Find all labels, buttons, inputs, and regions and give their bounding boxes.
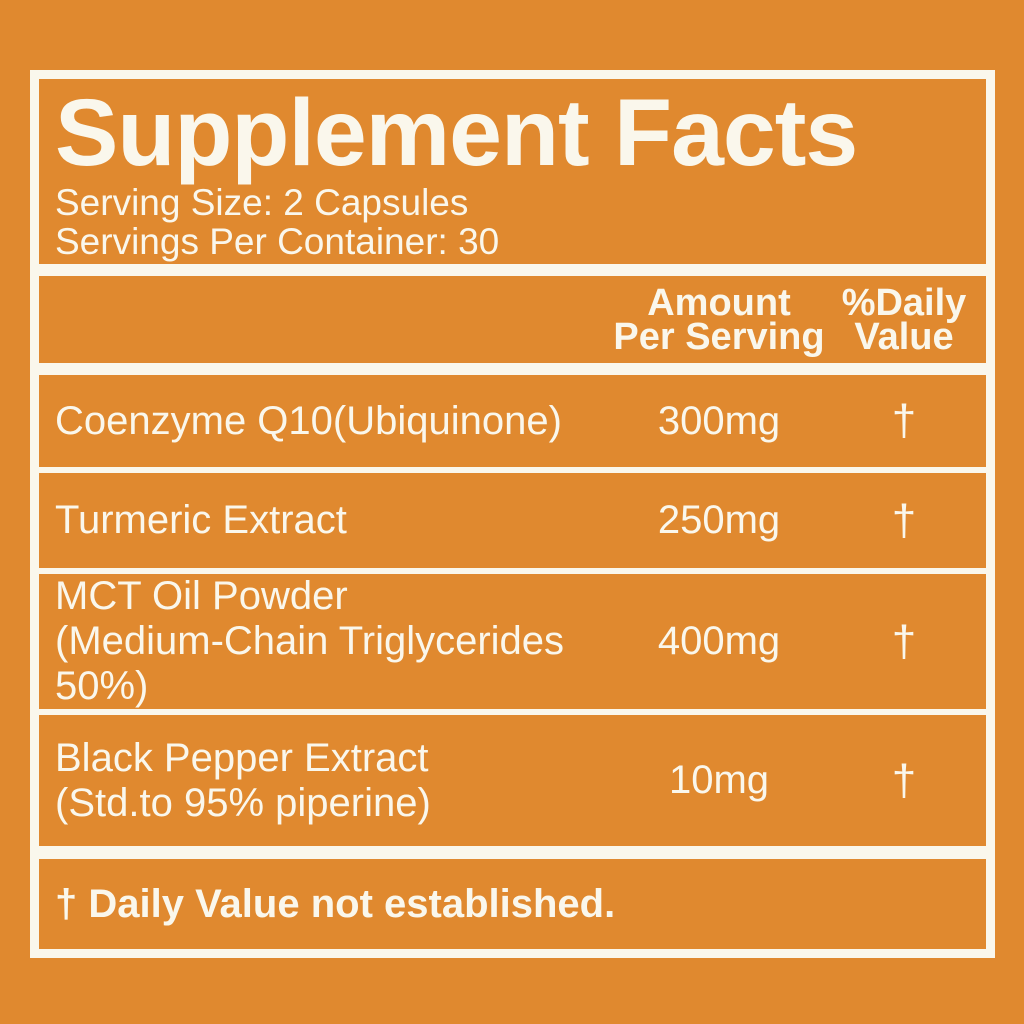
table-row: MCT Oil Powder (Medium-Chain Triglycerid… bbox=[39, 574, 986, 709]
ingredient-name-line2: (Std.to 95% piperine) bbox=[55, 780, 431, 825]
table-row: Turmeric Extract 250mg † bbox=[39, 473, 986, 568]
footnote-section: † Daily Value not established. bbox=[39, 859, 986, 949]
ingredient-daily-value: † bbox=[891, 616, 917, 666]
ingredient-name-line1: Black Pepper Extract bbox=[55, 735, 429, 780]
ingredient-name: MCT Oil Powder (Medium-Chain Triglycerid… bbox=[39, 574, 599, 709]
serving-size-text: Serving Size: 2 Capsules bbox=[55, 182, 469, 223]
ingredient-name-line1: Coenzyme Q10(Ubiquinone) bbox=[55, 398, 562, 443]
separator-row bbox=[39, 568, 986, 574]
ingredient-name-line2: (Medium-Chain Triglycerides 50%) bbox=[55, 619, 565, 708]
table-row: Coenzyme Q10(Ubiquinone) 300mg † bbox=[39, 375, 986, 467]
separator-title-header bbox=[39, 264, 986, 276]
ingredient-name-line1: MCT Oil Powder bbox=[55, 574, 348, 618]
column-header-row: Amount Per Serving %Daily Value bbox=[39, 276, 986, 363]
ingredient-name: Black Pepper Extract (Std.to 95% piperin… bbox=[39, 736, 599, 826]
title-section: Supplement Facts Serving Size: 2 Capsule… bbox=[39, 79, 986, 264]
ingredient-amount: 400mg bbox=[657, 619, 781, 663]
ingredient-daily-value: † bbox=[891, 396, 917, 445]
header-dv-line1: %Daily bbox=[841, 281, 967, 324]
supplement-facts-panel: Supplement Facts Serving Size: 2 Capsule… bbox=[30, 70, 995, 958]
separator-row bbox=[39, 709, 986, 715]
separator-header-rows bbox=[39, 363, 986, 375]
header-daily-value: %Daily Value bbox=[839, 281, 969, 358]
ingredient-amount: 10mg bbox=[668, 758, 770, 802]
separator-rows-footer bbox=[39, 846, 986, 859]
header-amount-line1: Amount bbox=[647, 281, 791, 324]
panel-title: Supplement Facts bbox=[55, 80, 858, 186]
ingredient-name: Turmeric Extract bbox=[39, 498, 599, 543]
ingredient-name-line1: Turmeric Extract bbox=[55, 498, 347, 542]
header-amount-per-serving: Amount Per Serving bbox=[599, 281, 839, 358]
ingredient-amount: 300mg bbox=[657, 398, 781, 443]
ingredient-amount: 250mg bbox=[657, 498, 781, 542]
servings-per-container-text: Servings Per Container: 30 bbox=[55, 221, 500, 262]
header-amount-line2: Per Serving bbox=[613, 315, 825, 358]
header-dv-line2: Value bbox=[854, 315, 954, 358]
table-row: Black Pepper Extract (Std.to 95% piperin… bbox=[39, 715, 986, 846]
ingredient-daily-value: † bbox=[891, 495, 917, 545]
ingredient-name: Coenzyme Q10(Ubiquinone) bbox=[39, 399, 599, 444]
separator-row bbox=[39, 467, 986, 473]
footnote-text: † Daily Value not established. bbox=[55, 881, 616, 926]
ingredient-daily-value: † bbox=[891, 755, 917, 805]
